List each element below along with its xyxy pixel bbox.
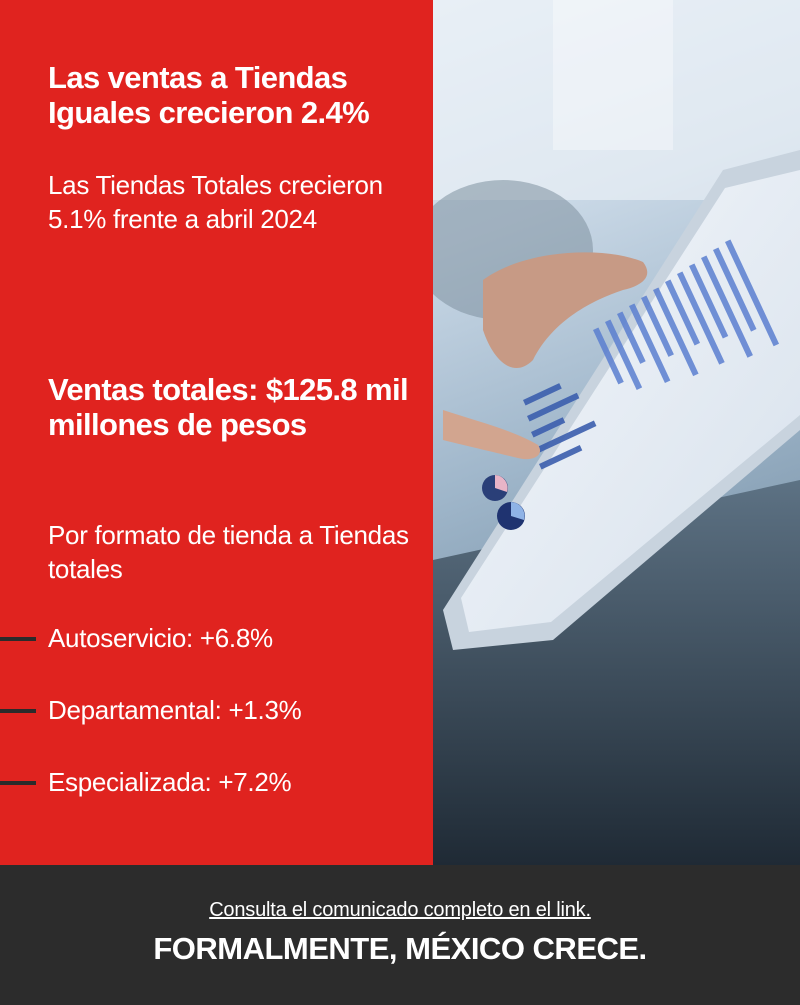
dash-icon — [0, 709, 36, 713]
format-label-departamental: Departamental: +1.3% — [48, 695, 302, 725]
list-item: Departamental: +1.3% — [0, 692, 433, 764]
format-label-especializada: Especializada: +7.2% — [48, 767, 292, 797]
headline: Las ventas a Tiendas Iguales crecieron 2… — [48, 60, 370, 130]
press-release-link[interactable]: Consulta el comunicado completo en el li… — [209, 899, 591, 921]
list-item: Autoservicio: +6.8% — [0, 620, 433, 692]
dash-icon — [0, 637, 36, 641]
footer-slogan: FORMALMENTE, MÉXICO CRECE. — [153, 931, 647, 966]
photo-illustration — [433, 0, 800, 865]
store-format-title: Por formato de tienda a Tiendas totales — [48, 520, 409, 584]
footer: Consulta el comunicado completo en el li… — [0, 865, 800, 1005]
total-sales-text: Ventas totales: $125.8 mil millones de p… — [48, 372, 409, 442]
dash-icon — [0, 781, 36, 785]
total-stores-growth-text: Las Tiendas Totales crecieron 5.1% frent… — [48, 170, 383, 234]
tablet-with-charts-photo — [433, 0, 800, 865]
list-item: Especializada: +7.2% — [0, 764, 433, 836]
format-label-autoservicio: Autoservicio: +6.8% — [48, 623, 273, 653]
info-panel: Las ventas a Tiendas Iguales crecieron 2… — [0, 0, 433, 865]
store-format-list: Autoservicio: +6.8% Departamental: +1.3%… — [0, 620, 433, 836]
